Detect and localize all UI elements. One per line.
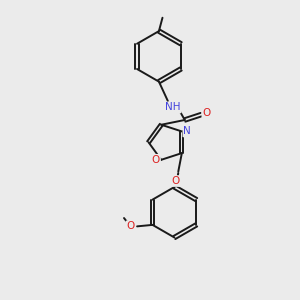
Text: O: O (126, 221, 135, 231)
Text: N: N (183, 126, 191, 136)
Text: NH: NH (165, 103, 181, 112)
Text: O: O (172, 176, 180, 186)
Text: O: O (202, 108, 211, 118)
Text: O: O (152, 155, 160, 165)
